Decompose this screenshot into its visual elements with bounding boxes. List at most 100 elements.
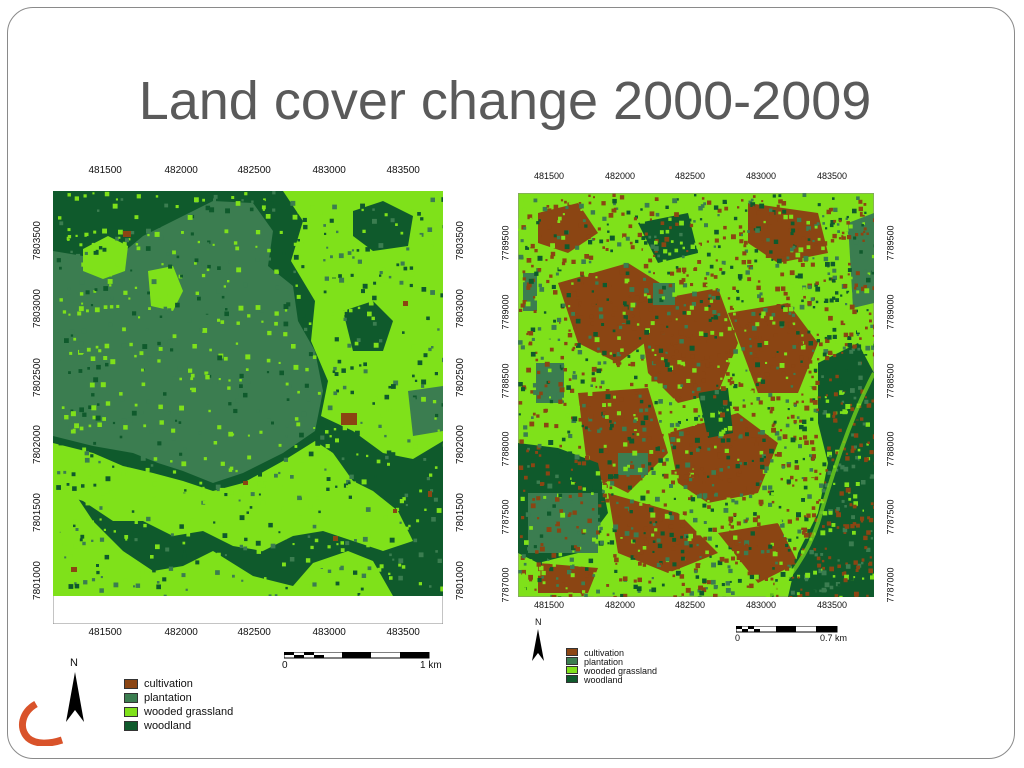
- texture-speck: [851, 348, 855, 352]
- texture-speck: [152, 481, 157, 487]
- texture-speckles: [55, 191, 443, 596]
- texture-speck: [628, 363, 631, 366]
- texture-speck: [150, 464, 154, 467]
- texture-speck: [672, 586, 677, 591]
- texture-speck: [91, 242, 95, 246]
- texture-speck: [518, 228, 521, 231]
- texture-speck: [571, 291, 577, 296]
- texture-speck: [635, 239, 639, 244]
- texture-speck: [686, 250, 689, 253]
- texture-speck: [341, 368, 346, 373]
- texture-speck: [520, 390, 524, 394]
- texture-speck: [219, 522, 224, 527]
- texture-speck: [692, 390, 695, 394]
- texture-speck: [519, 439, 524, 444]
- texture-speck: [853, 501, 858, 506]
- texture-speck: [710, 330, 715, 335]
- texture-speck: [798, 520, 802, 525]
- texture-speck: [781, 305, 785, 309]
- texture-speck: [683, 474, 689, 480]
- texture-speck: [571, 259, 576, 264]
- texture-speck: [838, 217, 842, 222]
- texture-speck: [182, 553, 187, 559]
- texture-speck: [79, 426, 84, 431]
- texture-speck: [361, 208, 364, 212]
- texture-speck: [558, 216, 562, 221]
- texture-speck: [650, 418, 653, 422]
- texture-speck: [751, 325, 757, 331]
- texture-speck: [65, 198, 69, 201]
- texture-speck: [661, 583, 665, 587]
- texture-speck: [720, 386, 726, 391]
- texture-speck: [672, 574, 676, 578]
- texture-speck: [790, 232, 794, 236]
- texture-speck: [843, 388, 846, 392]
- texture-speck: [825, 356, 830, 361]
- texture-speck: [91, 405, 97, 411]
- texture-speck: [153, 457, 158, 461]
- texture-speck: [107, 272, 112, 277]
- texture-speck: [725, 581, 731, 586]
- texture-speck: [555, 272, 559, 276]
- texture-speck: [668, 217, 672, 221]
- texture-speck: [870, 225, 874, 229]
- texture-speck: [792, 484, 795, 487]
- texture-speck: [755, 545, 758, 548]
- texture-speck: [737, 514, 741, 518]
- texture-speck: [537, 370, 541, 375]
- texture-speck: [283, 304, 289, 309]
- texture-speck: [686, 455, 691, 460]
- texture-speck: [668, 524, 674, 529]
- texture-speck: [689, 544, 693, 548]
- texture-speck: [819, 239, 824, 244]
- texture-speck: [794, 460, 799, 464]
- texture-speck: [807, 494, 812, 499]
- texture-speck: [811, 375, 814, 379]
- texture-speck: [152, 495, 156, 498]
- texture-speck: [125, 238, 129, 243]
- texture-speck: [808, 341, 813, 346]
- texture-speck: [717, 245, 721, 249]
- texture-speck: [727, 565, 731, 569]
- texture-speck: [293, 364, 299, 370]
- texture-speck: [782, 537, 787, 542]
- texture-speck: [636, 433, 640, 436]
- texture-speck: [802, 419, 807, 424]
- texture-speck: [847, 336, 852, 340]
- texture-speck: [702, 493, 708, 498]
- texture-speck: [729, 544, 733, 548]
- texture-speck: [622, 426, 627, 432]
- texture-speck: [67, 256, 70, 259]
- texture-speck: [710, 365, 714, 370]
- texture-speck: [623, 315, 628, 320]
- texture-speck: [357, 593, 361, 596]
- texture-speck: [299, 457, 305, 463]
- texture-speck: [533, 198, 538, 203]
- texture-speck: [707, 505, 711, 509]
- texture-speck: [851, 433, 855, 437]
- texture-speck: [680, 384, 684, 387]
- texture-speck: [75, 528, 79, 531]
- texture-speck: [719, 267, 723, 271]
- texture-speck: [611, 313, 615, 317]
- texture-speck: [245, 354, 251, 360]
- texture-speck: [575, 357, 579, 361]
- texture-speck: [293, 270, 296, 274]
- texture-speck: [751, 459, 754, 462]
- texture-speck: [845, 562, 848, 565]
- texture-speck: [858, 199, 863, 204]
- texture-speck: [709, 555, 712, 558]
- texture-speck: [843, 578, 848, 583]
- texture-speck: [733, 349, 738, 354]
- texture-speck: [175, 302, 180, 308]
- texture-speck: [521, 554, 526, 559]
- texture-speck: [403, 266, 408, 271]
- texture-speck: [689, 591, 694, 596]
- y-tick-label: 7789000: [885, 294, 896, 330]
- texture-speck: [595, 385, 598, 389]
- texture-speck: [355, 198, 359, 202]
- texture-speck: [856, 523, 860, 528]
- texture-speck: [231, 196, 235, 199]
- texture-speck: [822, 462, 827, 467]
- texture-speck: [278, 443, 282, 447]
